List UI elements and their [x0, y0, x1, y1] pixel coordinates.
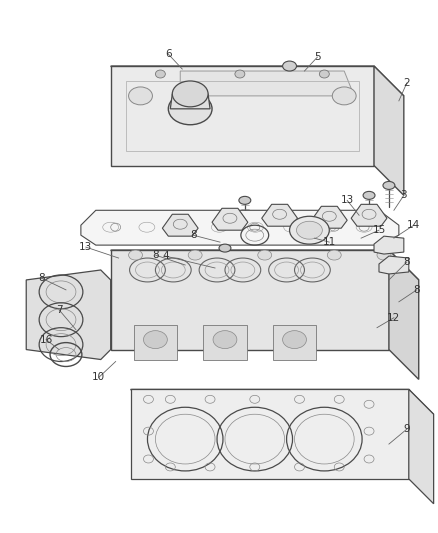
- Ellipse shape: [155, 70, 165, 78]
- Ellipse shape: [128, 87, 152, 105]
- Polygon shape: [311, 206, 346, 228]
- Ellipse shape: [332, 87, 355, 105]
- Polygon shape: [130, 389, 433, 414]
- Ellipse shape: [172, 81, 208, 107]
- Text: 14: 14: [406, 220, 420, 230]
- Polygon shape: [130, 389, 408, 479]
- Ellipse shape: [219, 244, 230, 252]
- Bar: [133, 325, 177, 360]
- Polygon shape: [110, 66, 373, 166]
- Ellipse shape: [143, 330, 167, 349]
- Text: 8: 8: [189, 230, 196, 240]
- Ellipse shape: [128, 250, 142, 260]
- Polygon shape: [110, 66, 403, 96]
- Ellipse shape: [257, 250, 271, 260]
- Text: 6: 6: [165, 49, 171, 59]
- Polygon shape: [261, 204, 297, 226]
- Polygon shape: [388, 250, 418, 379]
- Ellipse shape: [282, 61, 296, 71]
- Text: 15: 15: [371, 225, 385, 235]
- Text: 5: 5: [313, 52, 320, 62]
- Polygon shape: [378, 256, 408, 274]
- Ellipse shape: [238, 196, 250, 204]
- Polygon shape: [81, 211, 398, 245]
- Ellipse shape: [327, 250, 340, 260]
- Polygon shape: [373, 236, 403, 254]
- Text: 8: 8: [413, 285, 419, 295]
- Text: 8: 8: [152, 250, 159, 260]
- Polygon shape: [350, 204, 386, 226]
- Ellipse shape: [234, 70, 244, 78]
- Polygon shape: [170, 94, 209, 109]
- Text: 8: 8: [38, 273, 44, 283]
- Text: 8: 8: [403, 257, 409, 267]
- Ellipse shape: [282, 330, 306, 349]
- Ellipse shape: [168, 93, 212, 125]
- Text: 13: 13: [79, 242, 92, 252]
- Polygon shape: [212, 208, 247, 230]
- Polygon shape: [162, 214, 198, 236]
- Bar: [272, 325, 316, 360]
- Text: 3: 3: [399, 190, 406, 200]
- Ellipse shape: [376, 250, 390, 260]
- Text: 4: 4: [162, 251, 168, 261]
- Ellipse shape: [318, 70, 328, 78]
- Polygon shape: [373, 66, 403, 196]
- Text: 2: 2: [403, 78, 409, 88]
- Text: 11: 11: [322, 237, 335, 247]
- Polygon shape: [110, 250, 388, 350]
- Ellipse shape: [188, 250, 201, 260]
- Text: 13: 13: [340, 196, 353, 205]
- Ellipse shape: [362, 191, 374, 199]
- Polygon shape: [408, 389, 433, 504]
- Polygon shape: [180, 71, 353, 96]
- Ellipse shape: [296, 221, 321, 239]
- Text: 7: 7: [56, 305, 62, 315]
- Polygon shape: [110, 250, 418, 280]
- Text: 16: 16: [39, 335, 53, 345]
- Text: 10: 10: [92, 373, 105, 382]
- Ellipse shape: [382, 181, 394, 189]
- Text: 12: 12: [386, 313, 399, 323]
- Ellipse shape: [212, 330, 237, 349]
- Polygon shape: [26, 270, 110, 360]
- Bar: [203, 325, 246, 360]
- Ellipse shape: [289, 216, 328, 244]
- Text: 9: 9: [403, 424, 409, 434]
